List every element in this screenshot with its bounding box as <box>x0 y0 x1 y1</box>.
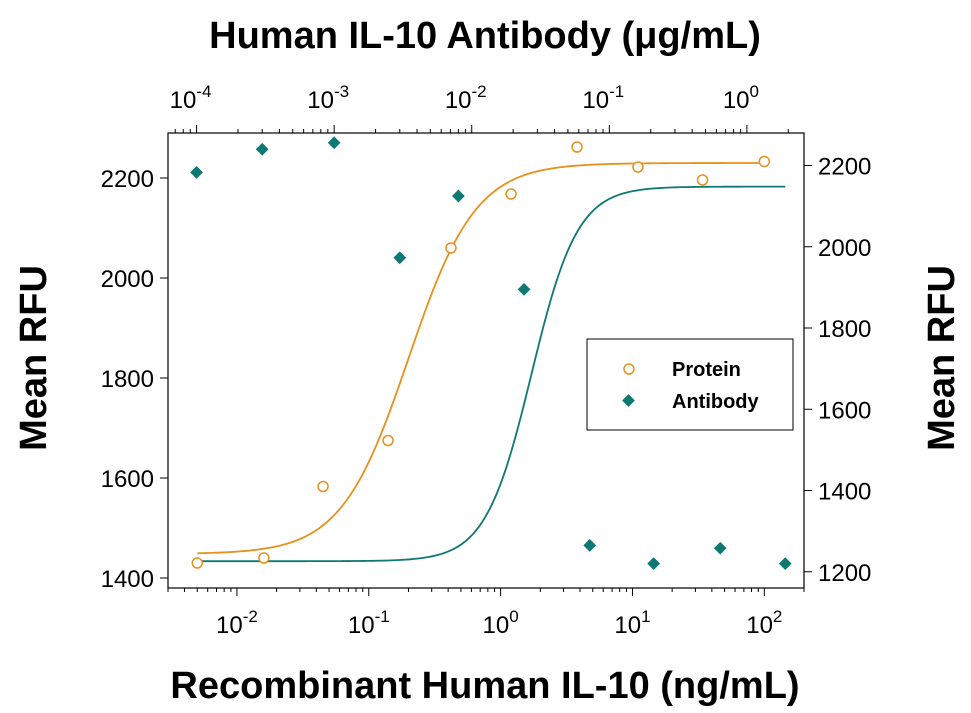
y-left-tick-label: 1800 <box>101 366 154 393</box>
plot-frame <box>167 132 805 589</box>
fit-curves <box>196 162 786 563</box>
y-left-tick-label: 1400 <box>101 566 154 593</box>
antibody-point <box>517 283 531 296</box>
antibody-point <box>647 557 661 570</box>
antibody-point <box>190 166 203 179</box>
protein-point <box>758 155 771 168</box>
x-tick-label: 10-1 <box>348 607 390 639</box>
protein-point <box>696 174 709 186</box>
y-right-tick-label: 1400 <box>818 479 871 506</box>
legend-protein-label: Protein <box>672 359 741 381</box>
x-tick-label: 100 <box>483 607 519 639</box>
y-left-tick-label: 2000 <box>101 266 154 293</box>
legend-protein-marker <box>623 363 635 375</box>
protein-fit-curve <box>197 162 765 555</box>
protein-point <box>191 557 203 569</box>
x-axis-label: Recombinant Human IL-10 (ng/mL) <box>170 665 799 707</box>
protein-point <box>445 242 457 254</box>
legend-antibody-label: Antibody <box>672 391 760 413</box>
protein-point <box>632 161 644 173</box>
y-right-tick-label: 2200 <box>818 154 871 181</box>
antibody-point <box>778 557 792 570</box>
antibody-point <box>327 136 341 150</box>
top-tick-label: 100 <box>723 82 759 114</box>
antibody-point <box>393 251 407 265</box>
y-right-tick-label: 1200 <box>818 560 871 587</box>
protein-point <box>258 552 270 564</box>
y-right-tick-label: 1800 <box>818 316 871 343</box>
legend-box <box>586 338 794 431</box>
antibody-point <box>583 538 597 552</box>
antibody-point <box>713 541 727 555</box>
x-tick-label: 10-2 <box>216 607 258 639</box>
protein-point <box>505 188 517 200</box>
top-tick-label: 10-1 <box>582 82 624 114</box>
protein-point <box>571 141 583 153</box>
protein-point <box>382 434 394 447</box>
top-tick-label: 10-3 <box>307 82 349 114</box>
top-tick-label: 10-2 <box>445 82 487 114</box>
antibody-point <box>452 189 465 203</box>
protein-point <box>317 480 329 493</box>
antibody-point <box>255 142 269 156</box>
antibody-fit-curve <box>196 185 786 563</box>
x-tick-label: 101 <box>614 607 650 639</box>
y-right-tick-label: 2000 <box>818 235 871 262</box>
legend: Protein Antibody <box>586 338 794 431</box>
y-left-tick-label: 1600 <box>101 466 154 493</box>
y-right-tick-label: 1600 <box>818 397 871 424</box>
top-tick-label: 10-4 <box>170 82 212 114</box>
y-axis-label-right: Mean RFU <box>921 265 963 451</box>
chart-title: Human IL-10 Antibody (μg/mL) <box>209 15 761 57</box>
axes: 10-2 10-1 100 101 102 10-4 10-3 10-2 10-1 100 1400… <box>101 82 872 639</box>
x-tick-label: 102 <box>746 607 782 639</box>
y-left-tick-label: 2200 <box>101 166 154 193</box>
y-axis-label-left: Mean RFU <box>13 265 55 451</box>
